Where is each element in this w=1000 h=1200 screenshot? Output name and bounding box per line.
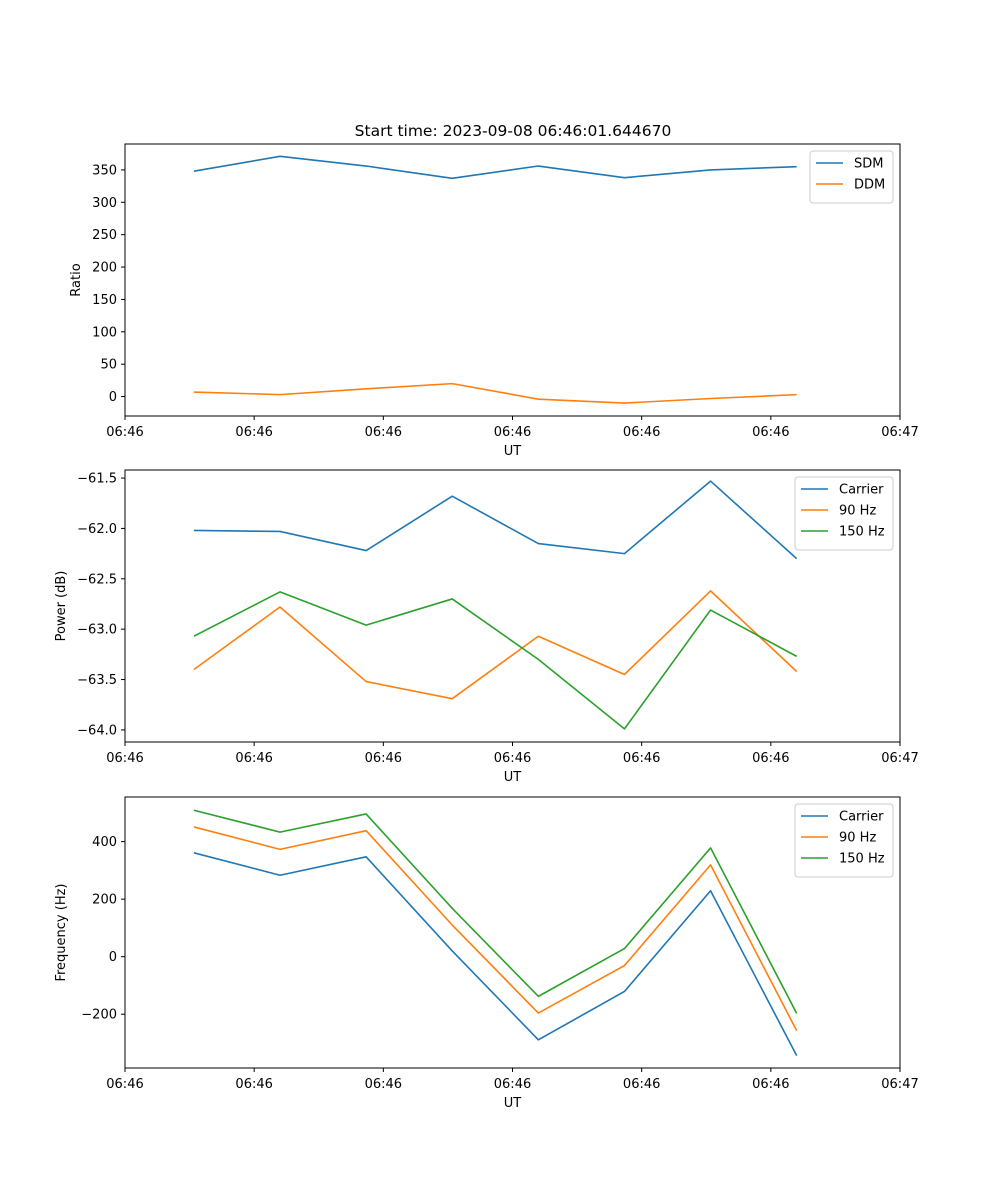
y-tick-label: 250 — [92, 228, 117, 243]
x-tick-label: 06:46 — [106, 425, 143, 440]
x-tick-label: 06:46 — [235, 425, 272, 440]
y-tick-label: 150 — [92, 293, 117, 308]
y-tick-label: 400 — [92, 835, 117, 850]
x-tick-label: 06:46 — [623, 425, 660, 440]
series-line-ddm — [193, 382, 797, 404]
x-tick-label: 06:46 — [752, 425, 789, 440]
subplot-power: 06:46 06:46 06:46 06:46 06:46 06:46 06:47 −64.0… — [54, 469, 919, 785]
legend-label: DDM — [854, 178, 885, 193]
x-tick-label: 06:46 — [494, 751, 531, 766]
y-tick-label: 0 — [109, 390, 117, 405]
legend-label: 150 Hz — [839, 852, 885, 867]
y-axis-label: Power (dB) — [54, 571, 69, 642]
legend-label: Carrier — [839, 810, 884, 825]
x-tick-label: 06:46 — [494, 425, 531, 440]
y-tick-label: −63.5 — [77, 673, 117, 688]
x-tick-label: 06:46 — [365, 425, 402, 440]
x-axis-label: UT — [504, 444, 522, 459]
y-tick-label: −200 — [81, 1008, 117, 1023]
subplot-ratio: 06:46 06:46 06:46 06:46 06:46 06:46 06:47 0 50 10… — [69, 143, 919, 459]
series-line-sdm — [193, 155, 797, 180]
axes-frame — [124, 143, 901, 417]
legend-label: SDM — [854, 157, 883, 172]
y-tick-label: −62.5 — [77, 572, 117, 587]
x-tick-label: 06:46 — [365, 751, 402, 766]
series-line-90-hz — [193, 826, 798, 1031]
y-tick-label: 0 — [109, 950, 117, 965]
y-tick-label: 100 — [92, 325, 117, 340]
y-tick-label: 200 — [92, 261, 117, 276]
legend-label: 90 Hz — [839, 831, 876, 846]
x-tick-label: 06:46 — [623, 751, 660, 766]
axes-frame — [124, 469, 901, 743]
x-tick-label: 06:46 — [752, 1077, 789, 1092]
x-tick-label: 06:46 — [623, 1077, 660, 1092]
x-tick-label: 06:46 — [752, 751, 789, 766]
series-line-150-hz — [193, 591, 798, 730]
chart-title: Start time: 2023-09-08 06:46:01.644670 — [355, 122, 672, 140]
x-tick-label: 06:47 — [881, 751, 918, 766]
legend: Carrier 90 Hz 150 Hz — [794, 476, 894, 551]
y-tick-label: −63.0 — [77, 623, 117, 638]
y-tick-label: −64.0 — [77, 723, 117, 738]
axes-frame — [124, 796, 901, 1069]
legend: SDM DDM — [809, 150, 894, 204]
subplot-frequency: 06:46 06:46 06:46 06:46 06:46 06:46 06:47 −200 0… — [54, 796, 919, 1111]
x-axis-label: UT — [504, 1096, 522, 1111]
y-axis-label: Ratio — [69, 263, 84, 296]
x-tick-label: 06:46 — [494, 1077, 531, 1092]
x-tick-label: 06:47 — [881, 1077, 918, 1092]
legend-label: 150 Hz — [839, 525, 885, 540]
x-tick-label: 06:46 — [235, 751, 272, 766]
x-axis-label: UT — [504, 770, 522, 785]
y-tick-label: −61.5 — [77, 472, 117, 487]
legend-label: 90 Hz — [839, 504, 876, 519]
y-axis-label: Frequency (Hz) — [54, 883, 69, 981]
x-tick-label: 06:46 — [365, 1077, 402, 1092]
legend-box — [809, 150, 894, 204]
x-tick-label: 06:46 — [106, 751, 143, 766]
series-line-90-hz — [193, 590, 798, 700]
y-tick-label: 200 — [92, 893, 117, 908]
series-line-150-hz — [193, 809, 798, 1014]
x-tick-label: 06:47 — [881, 425, 918, 440]
x-tick-label: 06:46 — [235, 1077, 272, 1092]
x-tick-label: 06:46 — [106, 1077, 143, 1092]
series-line-carrier — [193, 852, 798, 1057]
y-tick-label: 300 — [92, 196, 117, 211]
series-line-carrier — [193, 480, 798, 560]
subplots: 06:46 06:46 06:46 06:46 06:46 06:46 06:47 0 50 10… — [54, 143, 919, 1111]
legend: Carrier 90 Hz 150 Hz — [794, 803, 894, 878]
y-tick-label: 350 — [92, 163, 117, 178]
legend-label: Carrier — [839, 483, 884, 498]
y-tick-label: −62.0 — [77, 522, 117, 537]
y-tick-label: 50 — [100, 358, 117, 373]
